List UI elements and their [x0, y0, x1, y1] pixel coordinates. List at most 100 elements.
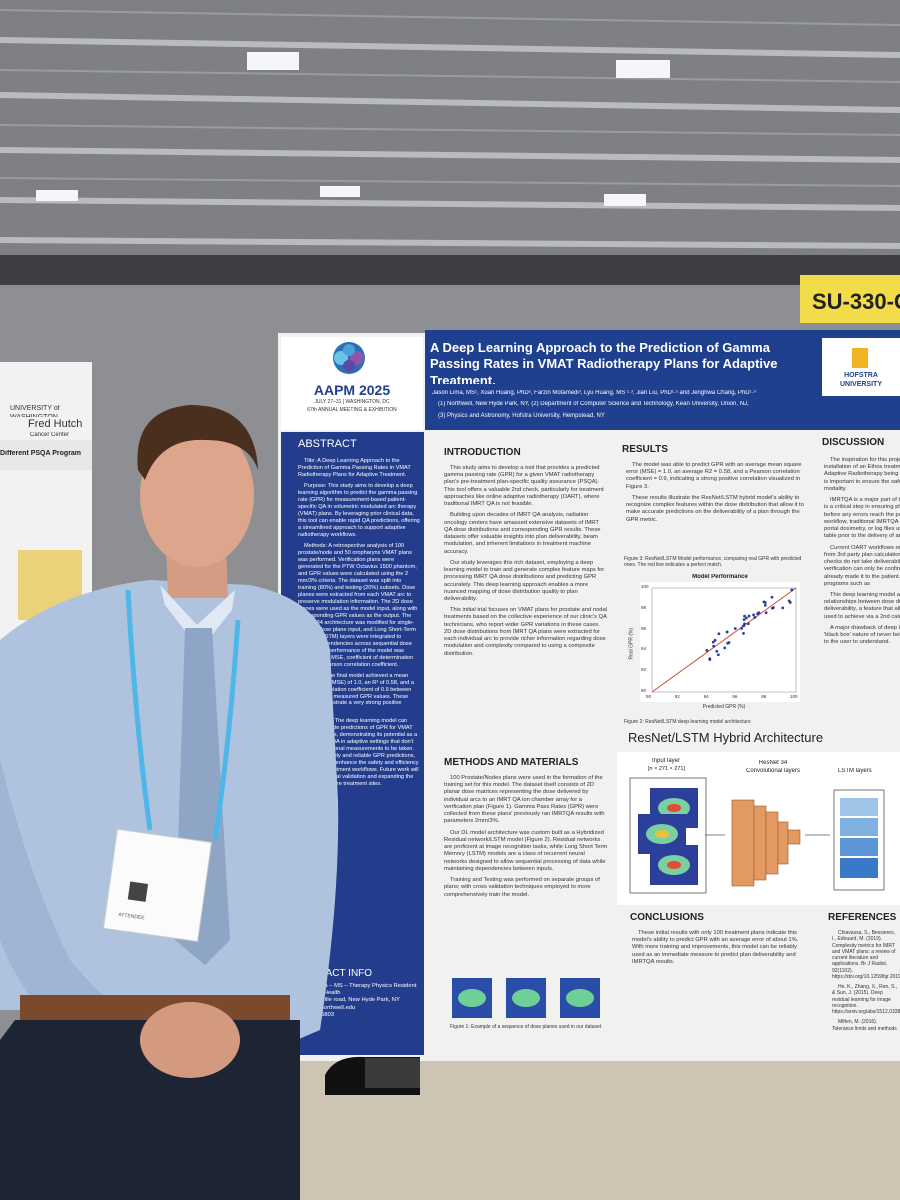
scatter-dot — [770, 606, 774, 610]
scatter-dot — [747, 614, 751, 618]
scatter-dot — [712, 644, 716, 648]
hair — [137, 405, 258, 480]
plot-title: Model Performance — [692, 574, 748, 580]
ceiling-lights — [36, 52, 670, 206]
y-tick-label: 94 — [641, 646, 647, 652]
trusses — [0, 9, 900, 187]
discussion-text: The inspiration for this project came fr… — [824, 457, 900, 747]
contact-line: Jlima1@northwell.edu — [298, 1004, 356, 1011]
university-name: HOFSTRA UNIVERSITY — [839, 372, 882, 388]
x-tick-label: 96 — [732, 694, 738, 699]
paragraph: The inspiration for this project came fr… — [824, 457, 900, 492]
introduction-heading: INTRODUCTION — [444, 447, 521, 458]
paragraph: Current OART workflows rely on secondary… — [824, 544, 900, 587]
scatter-dot — [708, 658, 712, 661]
conclusions-text: These initial results with only 100 trea… — [632, 930, 804, 990]
scatter-dot — [753, 616, 757, 619]
scatter-dot — [716, 653, 720, 657]
contact-heading: CONTACT INFO — [298, 968, 373, 979]
references-heading: REFERENCES — [828, 912, 897, 923]
left-center-sub: Cancer Center — [30, 432, 70, 438]
badge — [102, 828, 213, 943]
paragraph: These initial results with only 100 trea… — [632, 930, 799, 965]
figure1-caption: Figure 1: Example of a sequence of dose … — [450, 1024, 602, 1030]
title-band — [425, 330, 900, 430]
scatter-dot — [764, 611, 768, 615]
x-tick-label: 92 — [674, 694, 680, 699]
lstm-label: LSTM layers — [838, 768, 872, 774]
aapm-meeting: 67th ANNUAL MEETING & EXHIBITION — [307, 407, 397, 413]
paragraph: Chiavassa, S., Bessieres, I., Edouard, M… — [832, 930, 900, 980]
authors: Jason Lima, MS¹, Xuan Huang, PhD², Farzi… — [432, 390, 756, 396]
perfect-match-line — [651, 587, 797, 693]
contact-line: 450 Lakeville road, New Hyde Park, NY — [298, 997, 400, 1004]
aapm-dates: JULY 27–31 | WASHINGTON, DC — [314, 399, 390, 405]
scatter-dot — [723, 646, 727, 650]
paragraph: Miften, M. (2016). Tolerance limits and … — [832, 1019, 897, 1030]
paragraph: (3) Physics and Astronomy, Hofstra Unive… — [438, 412, 605, 419]
scatter-dot — [770, 595, 774, 599]
scatter-dot — [725, 630, 729, 634]
figure2-caption: Figure 2: ResNet/LSTM deep learning mode… — [624, 719, 751, 725]
left-center: Fred Hutch — [28, 418, 83, 430]
paragraph: Title: A Deep Learning Approach to the P… — [298, 458, 411, 478]
trouser-leg — [365, 1058, 420, 1088]
arrows — [629, 777, 885, 894]
scatter-dot — [746, 622, 750, 626]
hofstra-shield — [852, 348, 868, 368]
methods-text: 100 Prostate/Nodes plans were used in th… — [444, 775, 608, 970]
x-tick-label: 90 — [646, 694, 652, 699]
y-tick-label: 90 — [641, 688, 647, 693]
x-tick-label: 100 — [790, 694, 798, 699]
paragraph: Conclusion: The deep learning model can … — [298, 718, 419, 788]
plot-x-label: Predicted GPR (%) — [702, 704, 746, 710]
results-heading: RESULTS — [622, 444, 668, 455]
input-label: Input layer — [652, 758, 681, 764]
paragraph: He, K., Zhang, X., Ren, S., & Sun, J. (2… — [832, 984, 900, 1015]
y-tick-label: 100 — [641, 584, 649, 589]
scatter-dot — [715, 649, 719, 653]
lanyard — [125, 589, 241, 841]
ceiling-beams — [0, 37, 900, 249]
paragraph: Training and Testing was performed on se… — [444, 877, 600, 898]
scatter-dot — [757, 611, 761, 615]
paragraph: This deep learning model aims to learn t… — [824, 591, 900, 620]
scatter-dot — [713, 638, 717, 642]
architecture-heading: ResNet/LSTM Hybrid Architecture — [628, 730, 824, 745]
lstm-blocks — [840, 798, 878, 878]
paragraph: The model was able to predict GPR with a… — [626, 462, 802, 490]
resnet-label: ResNet 34 — [758, 760, 788, 766]
booth-sign-text: SU-330-C — [812, 289, 900, 314]
scatter-points — [705, 588, 794, 661]
shirt — [0, 580, 339, 1060]
figure3-caption: Figure 3: ResNet/LSTM Model performance,… — [624, 556, 802, 569]
left-heading: Different PSQA Program — [0, 450, 82, 457]
scatter-dot — [742, 624, 745, 628]
scatter-dot — [742, 631, 745, 635]
paragraph: Our study leverages this rich dataset, e… — [444, 559, 605, 602]
y-tick-label: 96 — [641, 625, 647, 631]
paragraph: Building upon decades of IMRT QA analysi… — [444, 512, 601, 555]
discussion-heading: DISCUSSION — [822, 437, 885, 448]
scatter-dot — [743, 614, 746, 618]
paragraph: A major drawback of deep learning models… — [824, 624, 900, 646]
scatter-dot — [740, 626, 744, 630]
scatter-dot — [742, 618, 746, 621]
results-text: The model was able to predict GPR with a… — [626, 462, 804, 552]
abstract-heading: ABSTRACT — [298, 438, 357, 450]
hands — [140, 1002, 240, 1078]
plot-frame — [651, 587, 797, 693]
y-tick-label: 92 — [641, 667, 647, 673]
scatter-dot — [787, 599, 791, 603]
aapm-name: AAPM 2025 — [313, 382, 391, 398]
left-poster-heading-bar — [0, 440, 92, 470]
scatter-dot — [733, 627, 737, 630]
scatter-dot — [743, 622, 746, 626]
paragraph: Methods: A retrospective analysis of 100… — [298, 542, 418, 668]
paragraph: 100 Prostate/Nodes plans were used in th… — [444, 775, 605, 825]
scatter-dot — [726, 641, 730, 645]
scatter-dot — [711, 640, 715, 644]
scatter-dot — [717, 632, 721, 636]
